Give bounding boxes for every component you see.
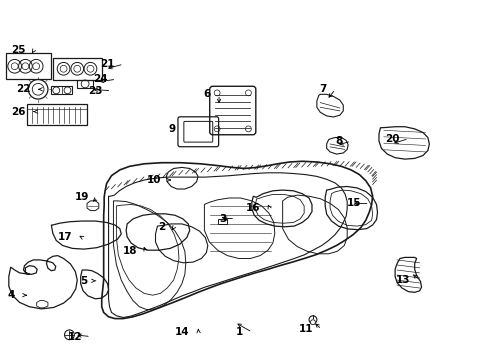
Bar	[77, 80, 93, 88]
Bar	[53, 58, 102, 80]
Text: 9: 9	[168, 124, 176, 134]
Text: 5: 5	[80, 276, 87, 286]
Bar	[27, 104, 86, 125]
Text: 3: 3	[219, 213, 226, 224]
Text: 21: 21	[100, 59, 115, 69]
Circle shape	[310, 320, 315, 325]
Text: 14: 14	[175, 327, 189, 337]
Text: 7: 7	[319, 84, 326, 94]
Text: 1: 1	[236, 327, 243, 337]
Text: 23: 23	[88, 86, 102, 96]
Text: 16: 16	[245, 203, 260, 213]
Text: 24: 24	[93, 74, 107, 84]
Text: 17: 17	[58, 232, 72, 242]
Bar	[6, 53, 51, 79]
Text: 12: 12	[67, 332, 82, 342]
Text: 26: 26	[11, 107, 25, 117]
Text: 8: 8	[334, 136, 342, 146]
Text: 11: 11	[298, 324, 312, 334]
Text: 10: 10	[146, 175, 161, 185]
Text: 19: 19	[75, 192, 89, 202]
Text: 4: 4	[7, 290, 15, 300]
Text: 13: 13	[395, 275, 410, 285]
Text: 2: 2	[158, 222, 165, 232]
Text: 18: 18	[122, 246, 137, 256]
Text: 6: 6	[203, 89, 210, 99]
Bar	[51, 86, 72, 94]
Text: 15: 15	[346, 198, 360, 208]
Text: 25: 25	[11, 45, 25, 55]
Text: 22: 22	[16, 84, 30, 94]
Text: 20: 20	[385, 134, 399, 144]
